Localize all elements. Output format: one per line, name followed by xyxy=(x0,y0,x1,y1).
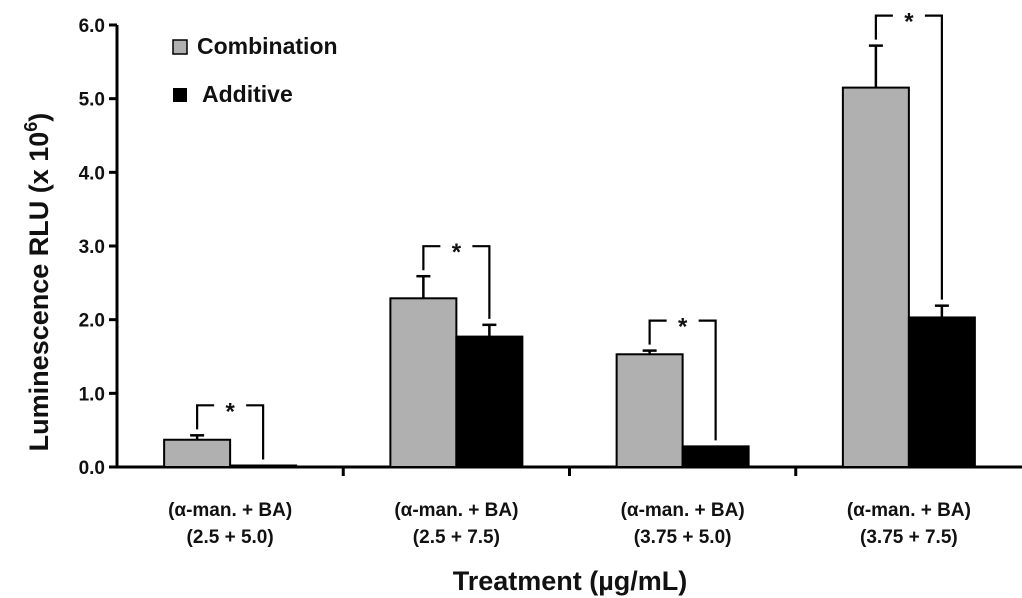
legend-swatch-combination xyxy=(172,39,188,55)
bars xyxy=(163,44,976,469)
x-category-label: (α-man. + BA) xyxy=(394,500,518,521)
y-tick-label: 2.0 xyxy=(79,311,105,332)
significance-brackets: * * * * xyxy=(196,9,943,460)
legend-swatch-additive xyxy=(173,88,187,102)
legend: Combination Additive xyxy=(172,33,338,107)
significance-star: * xyxy=(225,398,235,425)
significance-star: * xyxy=(904,9,914,36)
x-axis: (α-man. + BA) (2.5 + 5.0) (α-man. + BA) (2.… xyxy=(117,465,1022,548)
y-tick-label: 3.0 xyxy=(79,237,105,258)
x-category-label: (2.5 + 7.5) xyxy=(413,527,500,548)
significance-bracket xyxy=(648,319,717,441)
x-category-label: (3.75 + 5.0) xyxy=(634,527,732,548)
bar-additive xyxy=(681,445,750,468)
bar-combination xyxy=(163,438,232,469)
bar-additive xyxy=(229,464,298,468)
significance-star: * xyxy=(678,314,688,341)
x-category-label: (3.75 + 7.5) xyxy=(860,527,958,548)
y-tick-label: 6.0 xyxy=(79,16,105,37)
bar-combination xyxy=(615,353,684,469)
significance-bracket xyxy=(196,404,265,460)
significance-star: * xyxy=(452,239,462,266)
y-tick-label: 4.0 xyxy=(79,163,105,184)
x-category-label: (α-man. + BA) xyxy=(847,500,971,521)
y-axis-title: Luminescence RLU (x 106) xyxy=(21,113,54,452)
y-tick-label: 0.0 xyxy=(79,458,105,479)
legend-label-additive: Additive xyxy=(202,81,293,107)
y-axis: 0.0 1.0 2.0 3.0 4.0 5.0 6.0 xyxy=(79,16,119,479)
x-axis-title: Treatment (µg/mL) xyxy=(453,566,688,596)
x-category-label: (2.5 + 5.0) xyxy=(187,527,274,548)
x-category-label: (α-man. + BA) xyxy=(621,500,745,521)
significance-bracket xyxy=(422,245,491,319)
x-category-label: (α-man. + BA) xyxy=(168,500,292,521)
bar-additive xyxy=(455,335,524,468)
bar-additive xyxy=(907,316,976,468)
bar-combination xyxy=(841,86,910,468)
legend-label-combination: Combination xyxy=(197,33,338,59)
significance-bracket xyxy=(874,14,943,300)
y-tick-label: 1.0 xyxy=(79,384,105,405)
y-tick-label: 5.0 xyxy=(79,90,105,111)
bar-combination xyxy=(389,297,458,469)
